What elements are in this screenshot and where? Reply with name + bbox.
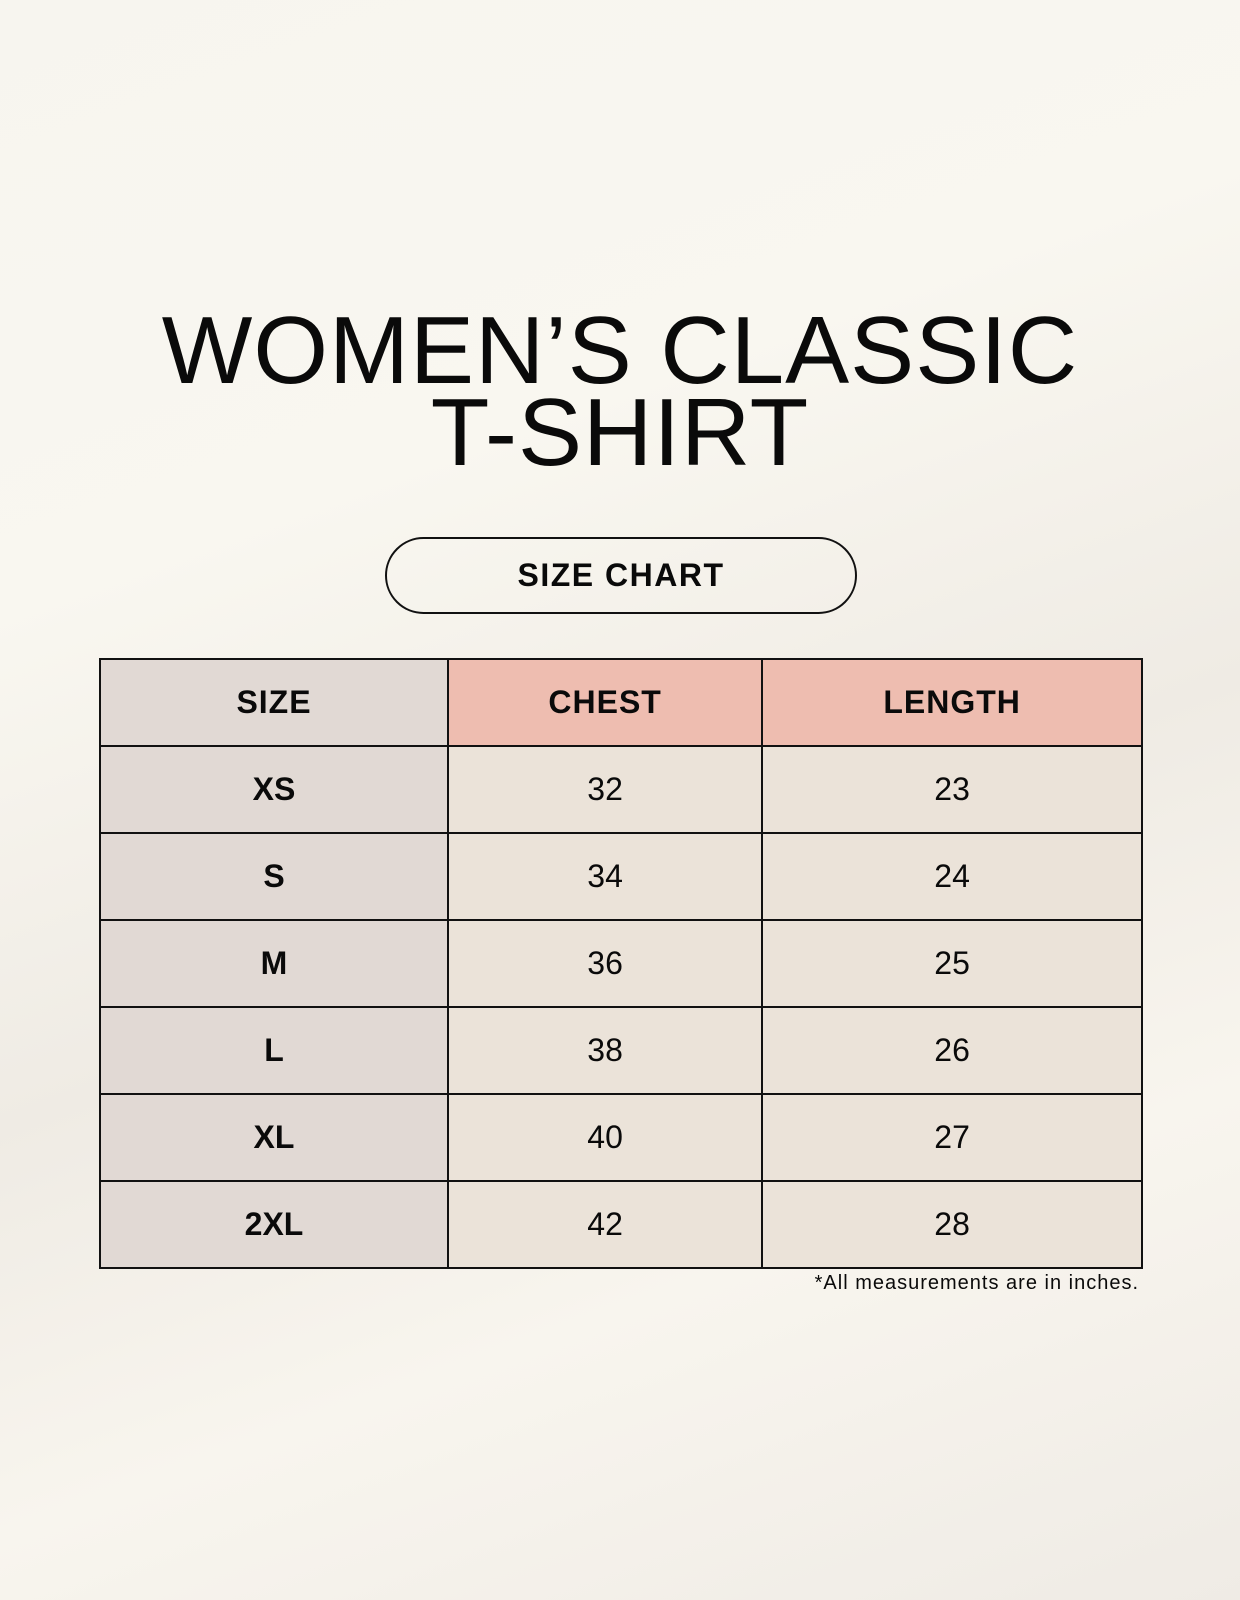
size-cell: XS [99,745,449,834]
table-row: 2XL 42 28 [99,1180,1143,1269]
length-cell: 25 [761,919,1143,1008]
chest-cell: 36 [446,919,764,1008]
table-header-row: SIZE CHEST LENGTH [99,658,1143,747]
table-row: XS 32 23 [99,745,1143,834]
table-row: M 36 25 [99,919,1143,1008]
table-row: XL 40 27 [99,1093,1143,1182]
chest-cell: 32 [446,745,764,834]
chest-cell: 34 [446,832,764,921]
badge-label: SIZE CHART [517,557,725,593]
title-line-2: T-SHIRT [430,379,810,486]
chest-cell: 38 [446,1006,764,1095]
size-cell: 2XL [99,1180,449,1269]
size-chart-badge: SIZE CHART [385,537,857,614]
length-cell: 28 [761,1180,1143,1269]
header-length: LENGTH [761,658,1143,747]
size-cell: S [99,832,449,921]
size-cell: L [99,1006,449,1095]
table-row: L 38 26 [99,1006,1143,1095]
length-cell: 26 [761,1006,1143,1095]
title-line-1: WOMEN’S CLASSIC [161,297,1079,404]
length-cell: 27 [761,1093,1143,1182]
chest-cell: 42 [446,1180,764,1269]
length-cell: 24 [761,832,1143,921]
size-table: SIZE CHEST LENGTH XS 32 23 S 34 24 M 36 25 L 38 26 X… [99,658,1143,1269]
length-cell: 23 [761,745,1143,834]
header-size: SIZE [99,658,449,747]
footnote: *All measurements are in inches. [814,1272,1139,1294]
page-title: WOMEN’S CLASSIC T-SHIRT [0,297,1240,486]
chest-cell: 40 [446,1093,764,1182]
table-row: S 34 24 [99,832,1143,921]
header-chest: CHEST [446,658,764,747]
size-cell: XL [99,1093,449,1182]
size-cell: M [99,919,449,1008]
